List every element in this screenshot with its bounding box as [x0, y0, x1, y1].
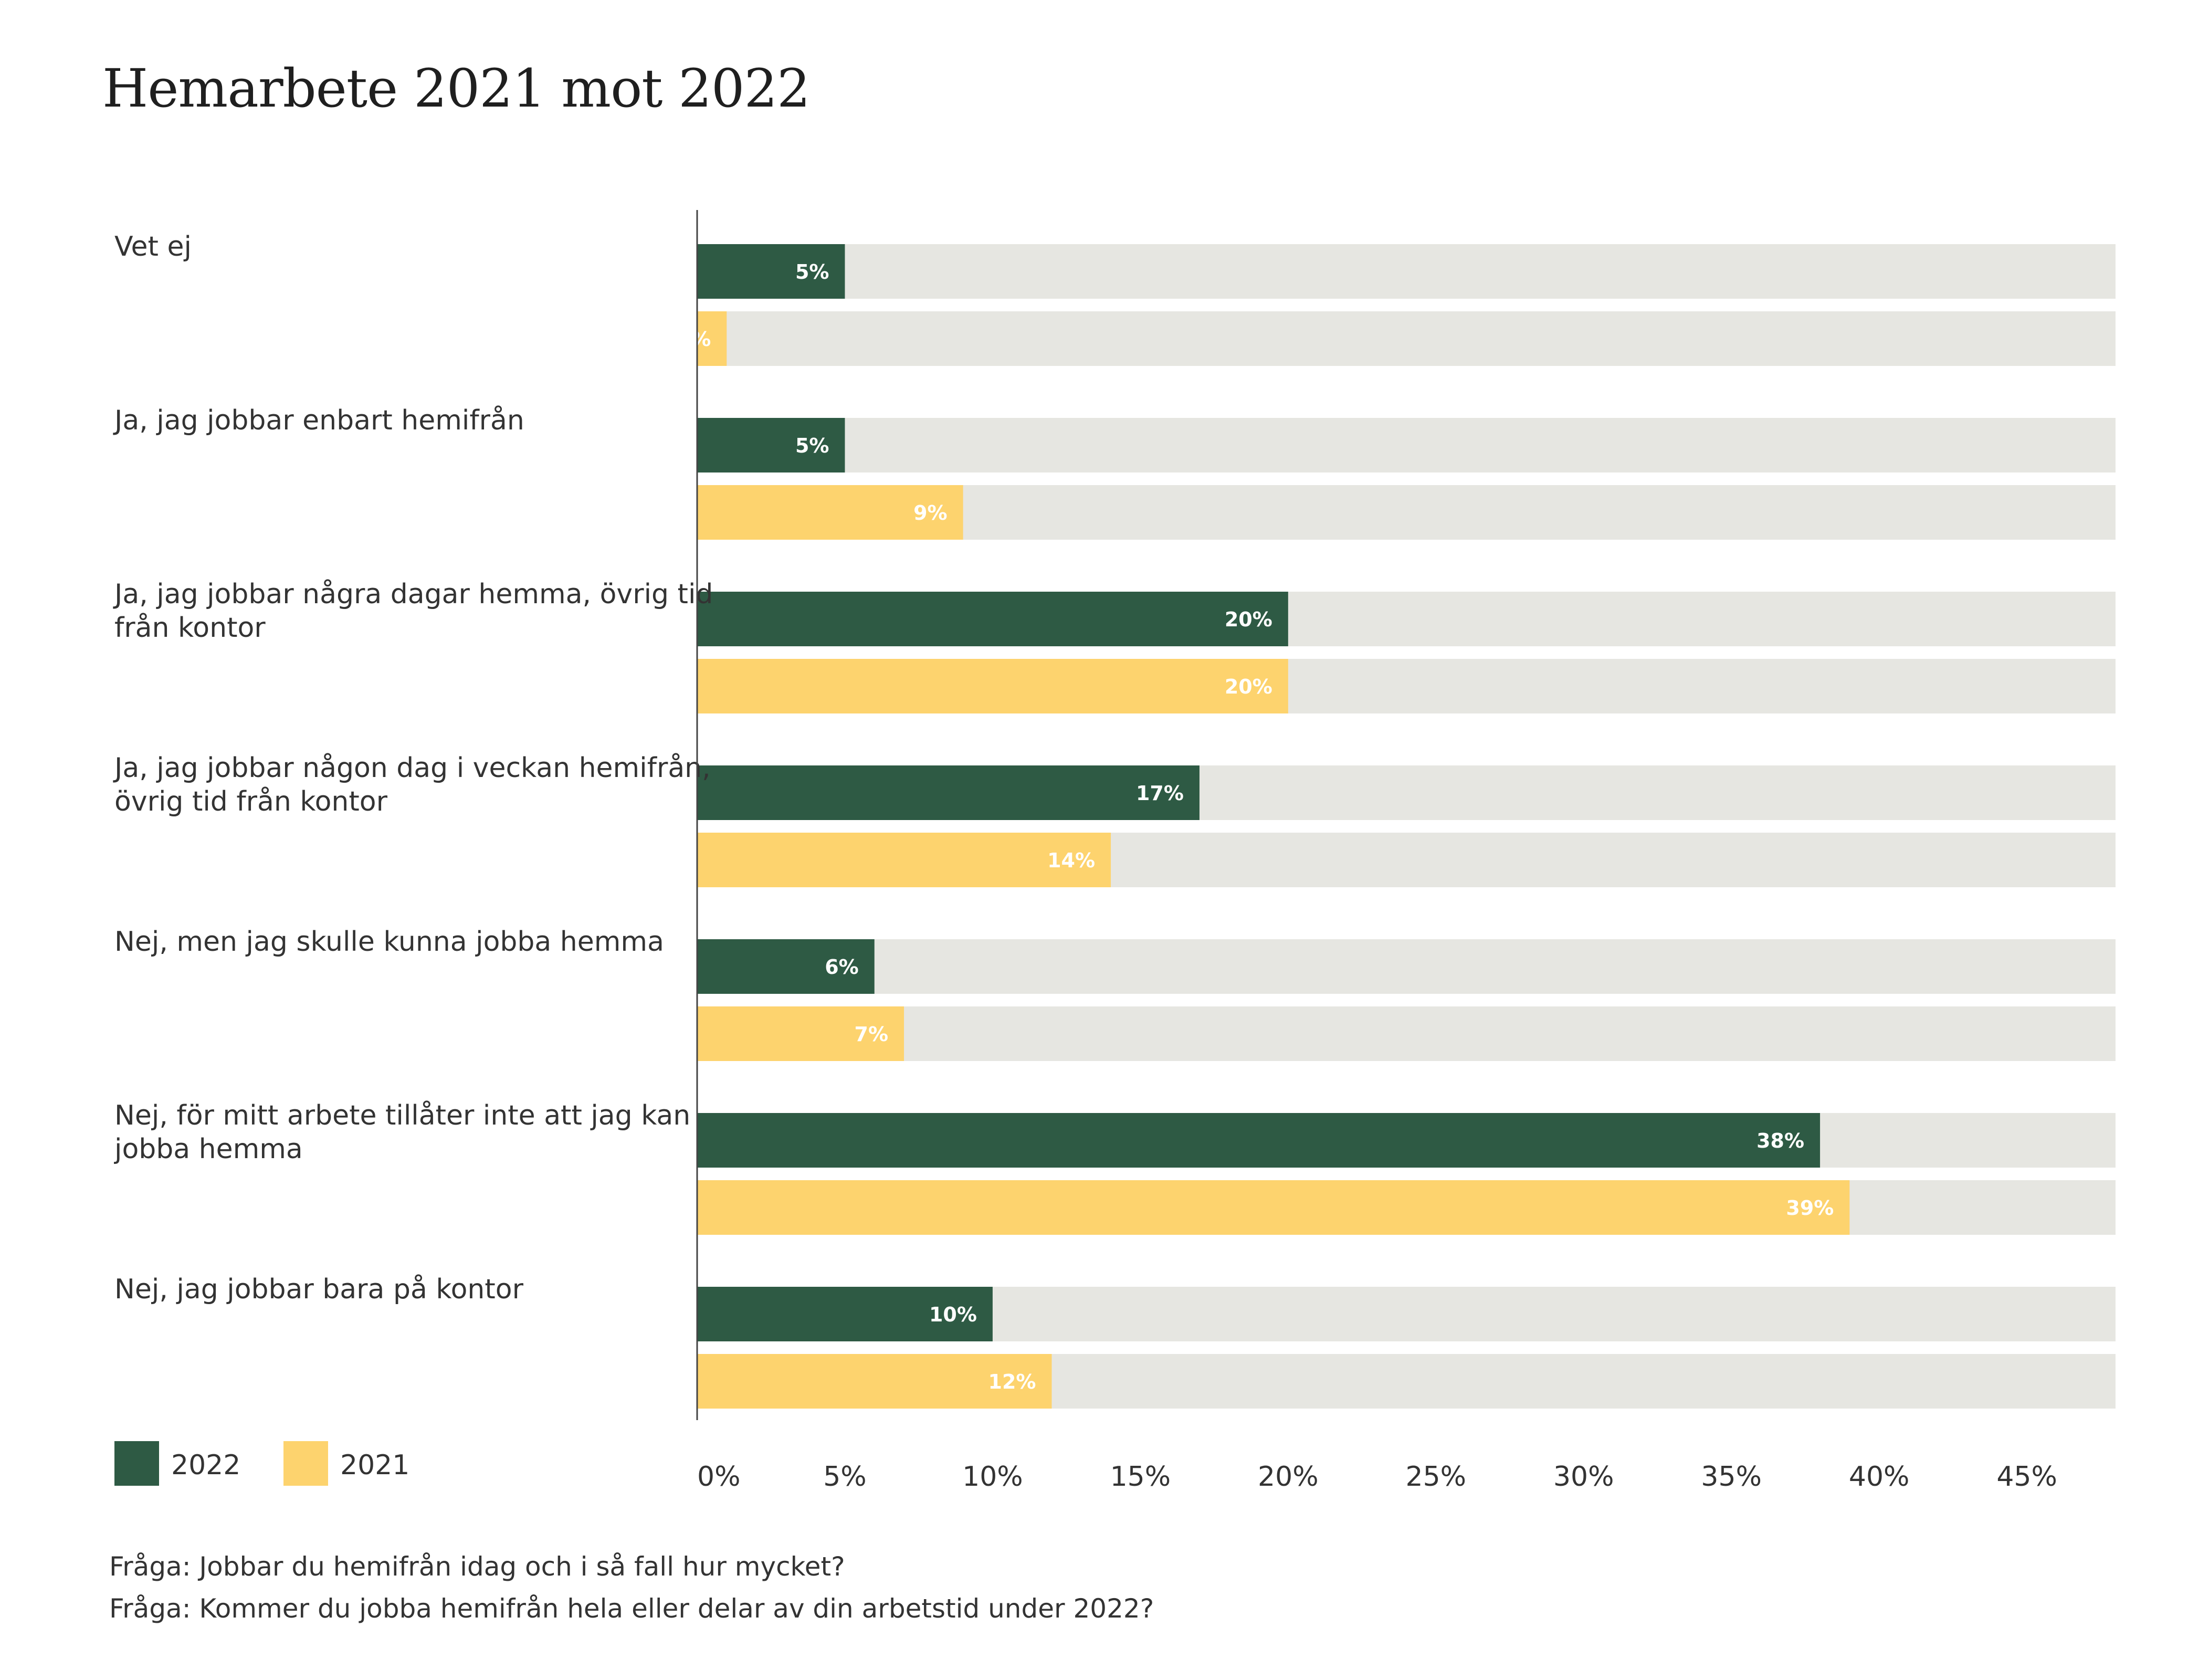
- category-label-line: Ja, jag jobbar någon dag i veckan hemifr…: [113, 752, 711, 784]
- data-label: 7%: [855, 1023, 889, 1046]
- bar-track: [697, 311, 2116, 366]
- category-label-line: Nej, för mitt arbete tillåter inte att j…: [114, 1100, 690, 1131]
- category-label-line: Nej, men jag skulle kunna jobba hemma: [114, 926, 664, 958]
- data-label: 20%: [1225, 608, 1272, 631]
- x-tick-label: 40%: [1849, 1461, 1910, 1493]
- x-axis-ticks: 0% 5% 10% 15% 20% 25% 30% 35% 40% 45%: [697, 1461, 2057, 1493]
- legend-label-2021: 2021: [340, 1450, 409, 1481]
- legend-swatch-2022: [114, 1441, 159, 1486]
- bar-track: [697, 244, 2116, 299]
- bar-2021[interactable]: [697, 1006, 904, 1061]
- category-label-line: Nej, jag jobbar bara på kontor: [114, 1274, 524, 1305]
- category-label: Nej, men jag skulle kunna jobba hemma: [114, 926, 664, 958]
- bar-track: [697, 939, 2116, 994]
- bar-2021[interactable]: [697, 1354, 1052, 1409]
- bar-2021[interactable]: [697, 833, 1111, 887]
- data-label: 38%: [1756, 1129, 1804, 1152]
- footnote-question-1: Fråga: Jobbar du hemifrån idag och i så …: [109, 1551, 845, 1582]
- chart-title: Hemarbete 2021 mot 2022: [102, 58, 811, 119]
- legend-swatch-2021: [283, 1441, 328, 1486]
- category-label-line: Vet ej: [114, 231, 192, 262]
- bar-2022[interactable]: [697, 1113, 1821, 1168]
- category-label-line: Ja, jag jobbar enbart hemifrån: [113, 405, 524, 436]
- bar-2021[interactable]: [697, 1180, 1850, 1235]
- bar-2022[interactable]: [697, 418, 845, 472]
- category-label: Ja, jag jobbar någon dag i veckan hemifr…: [113, 752, 711, 817]
- bar-2022[interactable]: [697, 765, 1200, 820]
- category-labels: Vet ej Ja, jag jobbar enbart hemifrån Ja, …: [113, 231, 713, 1305]
- data-label: 20%: [1225, 675, 1272, 698]
- category-label: Vet ej: [114, 231, 192, 262]
- category-label: Nej, jag jobbar bara på kontor: [114, 1274, 524, 1305]
- bars: 5% 1% 5% 9% 20% 20% 17% 14% 6% 7% 38% 39% 10% 12%: [677, 244, 1850, 1409]
- data-label: 5%: [795, 260, 829, 284]
- category-label-line: från kontor: [114, 612, 266, 644]
- footnote-question-2: Fråga: Kommer du jobba hemifrån hela ell…: [109, 1593, 1154, 1624]
- category-label-line: övrig tid från kontor: [114, 786, 388, 817]
- legend-label-2022: 2022: [171, 1450, 240, 1481]
- category-label: Ja, jag jobbar enbart hemifrån: [113, 405, 524, 436]
- x-tick-label: 0%: [697, 1461, 741, 1493]
- category-label-line: jobba hemma: [114, 1133, 303, 1165]
- bar-2021[interactable]: [697, 485, 963, 540]
- data-label: 12%: [988, 1370, 1036, 1393]
- bar-2022[interactable]: [697, 592, 1288, 646]
- category-label: Nej, för mitt arbete tillåter inte att j…: [114, 1100, 690, 1165]
- data-label: 1%: [677, 328, 711, 351]
- bar-2022[interactable]: [697, 244, 845, 299]
- data-label: 14%: [1047, 849, 1095, 872]
- x-tick-label: 35%: [1701, 1461, 1762, 1493]
- data-label: 39%: [1786, 1196, 1834, 1220]
- x-tick-label: 15%: [1110, 1461, 1171, 1493]
- bar-track: [697, 418, 2116, 472]
- x-tick-label: 20%: [1258, 1461, 1319, 1493]
- bar-2021[interactable]: [697, 311, 727, 366]
- bar-2022[interactable]: [697, 939, 875, 994]
- bar-2021[interactable]: [697, 659, 1288, 713]
- data-label: 5%: [795, 434, 829, 457]
- category-label: Ja, jag jobbar några dagar hemma, övrig …: [113, 579, 713, 644]
- data-label: 9%: [913, 501, 948, 524]
- x-tick-label: 25%: [1406, 1461, 1467, 1493]
- x-tick-label: 45%: [1996, 1461, 2057, 1493]
- x-tick-label: 10%: [962, 1461, 1023, 1493]
- x-tick-label: 5%: [823, 1461, 867, 1493]
- data-label: 6%: [825, 956, 859, 979]
- data-label: 10%: [929, 1303, 977, 1326]
- bar-track: [697, 1006, 2116, 1061]
- bar-2022[interactable]: [697, 1287, 993, 1341]
- x-tick-label: 30%: [1553, 1461, 1614, 1493]
- legend: 2022 2021: [114, 1441, 409, 1486]
- category-label-line: Ja, jag jobbar några dagar hemma, övrig …: [113, 579, 713, 610]
- data-label: 17%: [1136, 782, 1184, 805]
